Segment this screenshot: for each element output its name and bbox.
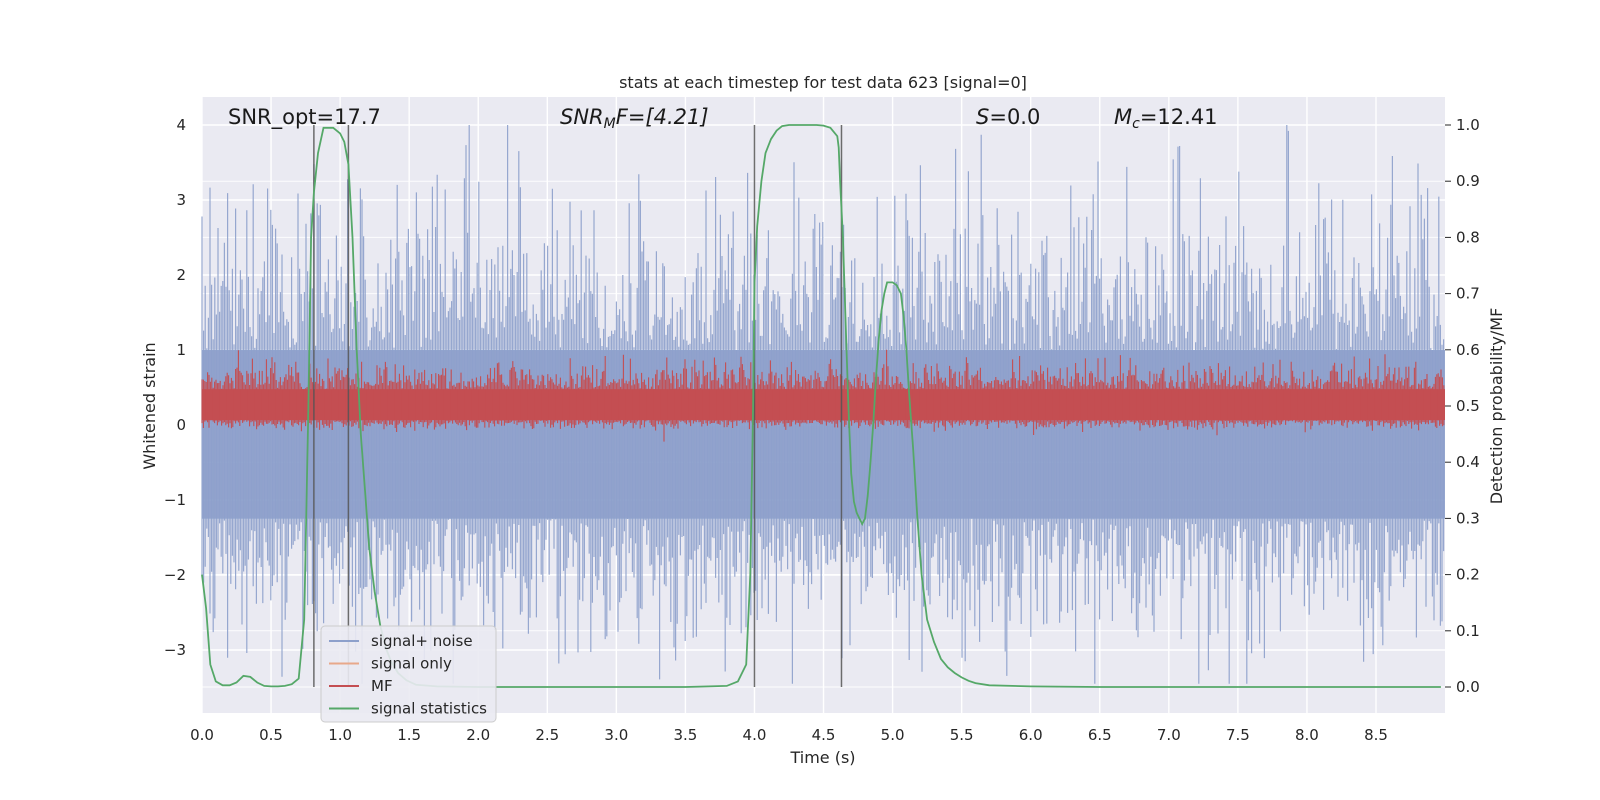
detection-markers: [313, 125, 843, 687]
x-tick-label: 5.5: [950, 726, 974, 744]
right-y-tick-label: 0.3: [1456, 509, 1480, 527]
left-y-tick-label: −2: [164, 566, 186, 584]
legend-label: signal only: [371, 655, 452, 673]
x-tick-label: 6.5: [1088, 726, 1112, 744]
x-tick-label: 3.5: [673, 726, 697, 744]
x-tick-label: 7.5: [1226, 726, 1250, 744]
x-tick-label: 2.5: [535, 726, 559, 744]
x-tick-label: 4.0: [743, 726, 767, 744]
x-tick-label: 6.0: [1019, 726, 1043, 744]
x-tick-label: 2.0: [466, 726, 490, 744]
right-y-tick-label: 0.0: [1456, 678, 1480, 696]
x-tick-label: 0.0: [190, 726, 214, 744]
left-y-tick-labels: 4 3 2 1 0 −1 −2 −3: [164, 116, 186, 659]
left-y-tick-label: 4: [176, 116, 186, 134]
right-y-axis-label: Detection probability/MF: [1487, 308, 1506, 505]
legend-label: MF: [371, 677, 393, 695]
mc-annotation: Mc=12.41: [1114, 105, 1218, 132]
right-y-tick-label: 0.5: [1456, 397, 1480, 415]
x-tick-label: 5.0: [881, 726, 905, 744]
right-y-tick-label: 0.1: [1456, 622, 1480, 640]
snr-mf-subscript: M: [604, 116, 616, 132]
x-axis-label: Time (s): [789, 748, 855, 767]
right-y-tick-label: 1.0: [1456, 116, 1480, 134]
s-value: =0.0: [989, 105, 1040, 129]
legend-label: signal statistics: [371, 700, 487, 718]
s-symbol: S: [976, 105, 989, 129]
x-tick-label: 8.0: [1295, 726, 1319, 744]
right-y-tick-label: 0.9: [1456, 172, 1480, 190]
left-y-tick-label: 2: [176, 266, 186, 284]
x-tick-labels: 0.0 0.5 1.0 1.5 2.0 2.5 3.0 3.5 4.0 4.5 5.0 5.5 6.0 6…: [190, 726, 1388, 744]
right-y-tick-label: 0.6: [1456, 341, 1480, 359]
x-tick-label: 1.0: [328, 726, 352, 744]
right-y-tick-label: 0.8: [1456, 228, 1480, 246]
snr-opt-annotation: SNR_opt=17.7: [228, 105, 381, 130]
x-tick-label: 1.5: [397, 726, 421, 744]
signal-statistics-line: [201, 124, 1441, 688]
snr-mf-annotation: SNRMF=[4.21]: [560, 105, 709, 132]
snr-mf-base: SNR: [560, 105, 604, 129]
right-y-tick-label: 0.4: [1456, 453, 1480, 471]
x-tick-label: 4.5: [812, 726, 836, 744]
x-tick-label: 3.0: [604, 726, 628, 744]
s-annotation: S=0.0: [976, 105, 1040, 129]
x-tick-label: 0.5: [259, 726, 283, 744]
legend: signal+ noise signal only MF signal statist…: [320, 625, 497, 723]
mc-base: M: [1114, 105, 1132, 129]
left-y-tick-label: −3: [164, 641, 186, 659]
left-y-tick-label: 3: [176, 191, 186, 209]
right-y-tick-label: 0.2: [1456, 566, 1480, 584]
right-y-tick-labels: 1.0 0.9 0.8 0.7 0.6 0.5 0.4 0.3 0.2 0.1 0.0: [1445, 116, 1480, 696]
legend-label: signal+ noise: [371, 632, 473, 650]
x-tick-label: 7.0: [1157, 726, 1181, 744]
x-tick-label: 8.5: [1364, 726, 1388, 744]
mc-value: =12.41: [1140, 105, 1218, 129]
mc-subscript: c: [1132, 116, 1140, 132]
left-y-tick-label: 0: [176, 416, 186, 434]
left-y-tick-label: 1: [176, 341, 186, 359]
right-y-tick-label: 0.7: [1456, 285, 1480, 303]
snr-mf-value: F=[4.21]: [616, 105, 709, 129]
left-y-tick-label: −1: [164, 491, 186, 509]
legend-box: [320, 625, 497, 723]
chart-title: stats at each timestep for test data 623…: [619, 73, 1027, 92]
left-y-axis-label: Whitened strain: [140, 342, 159, 469]
signal-statistics-series: [201, 124, 1441, 688]
